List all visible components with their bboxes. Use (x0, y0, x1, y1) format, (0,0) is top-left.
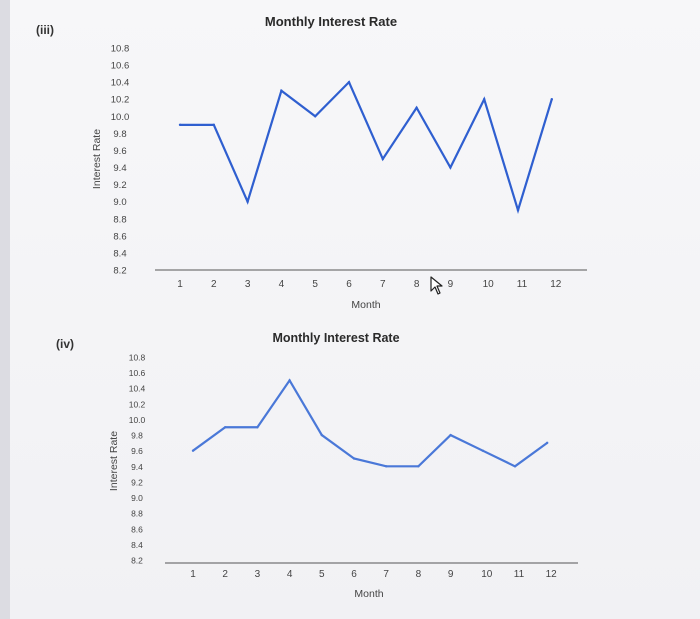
x-tick-label: 3 (245, 279, 251, 290)
data-point (288, 379, 291, 382)
y-tick-label: 9.4 (113, 163, 126, 174)
y-tick-label: 9.2 (131, 477, 143, 487)
x-tick-label: 6 (351, 569, 357, 580)
x-tick-label: 9 (448, 279, 454, 290)
chart-title: Monthly Interest Rate (265, 14, 397, 29)
data-point (212, 123, 215, 127)
x-tick-label: 12 (550, 279, 562, 290)
x-tick-label: 7 (383, 569, 389, 580)
data-point (513, 465, 517, 468)
y-tick-label: 8.6 (131, 524, 143, 534)
data-point (449, 433, 452, 437)
y-tick-label: 9.0 (113, 197, 126, 208)
y-tick-label: 8.8 (131, 509, 143, 519)
left-strip (0, 0, 10, 619)
y-tick-label: 10.2 (111, 95, 130, 106)
y-tick-label: 8.2 (131, 556, 143, 566)
x-tick-label: 3 (255, 569, 261, 580)
y-tick-label: 9.8 (113, 129, 126, 140)
x-tick-label: 8 (414, 279, 420, 290)
data-point (417, 465, 420, 468)
x-tick-label: 2 (222, 569, 228, 580)
x-tick-label: 2 (211, 279, 217, 290)
data-point (550, 98, 553, 101)
x-axis-label: Month (354, 588, 383, 600)
panel-label-iv: (iv) (56, 337, 74, 351)
x-tick-label: 11 (517, 279, 528, 290)
y-tick-label: 9.8 (131, 431, 143, 441)
data-point (415, 106, 418, 109)
y-tick-label: 10.4 (129, 384, 146, 394)
data-point (280, 89, 283, 92)
chart-iii: Monthly Interest Rate 10.8 10.6 10.4 10.2 10.… (91, 14, 587, 310)
series-line (180, 80, 553, 215)
data-point (381, 157, 384, 161)
x-tick-label: 4 (279, 279, 285, 290)
data-point (385, 465, 388, 468)
x-tick-label: 10 (481, 569, 493, 580)
x-tick-label: 1 (177, 279, 183, 290)
x-tick-label: 4 (287, 569, 293, 580)
x-tick-label: 7 (380, 279, 386, 290)
data-point (347, 80, 351, 84)
mouse-cursor-icon (430, 276, 443, 295)
panel-label-iii: (iii) (36, 23, 54, 37)
y-tick-label: 9.0 (131, 493, 143, 503)
chart-title: Monthly Interest Rate (272, 331, 399, 345)
x-tick-label: 1 (190, 569, 196, 580)
y-axis-label: Interest Rate (108, 431, 120, 491)
y-tick-label: 8.2 (113, 266, 126, 277)
data-point (178, 123, 182, 127)
data-point (483, 98, 486, 101)
x-tick-label: 10 (483, 279, 495, 290)
x-tick-label: 5 (312, 279, 318, 290)
data-point (314, 115, 317, 118)
y-tick-label: 10.2 (129, 399, 146, 409)
y-tick-label: 10.0 (111, 112, 130, 123)
data-point (256, 426, 259, 429)
y-tick-label: 8.4 (131, 540, 143, 550)
data-point (246, 200, 249, 203)
x-tick-label: 12 (546, 569, 558, 580)
data-point (546, 441, 549, 445)
x-tick-label: 6 (346, 279, 352, 290)
y-tick-label: 10.8 (111, 44, 130, 55)
y-tick-label: 8.6 (113, 231, 126, 242)
data-point (352, 457, 356, 460)
y-tick-label: 9.4 (131, 462, 143, 472)
y-tick-label: 10.8 (129, 353, 146, 363)
series-line (192, 378, 548, 468)
data-point (481, 449, 484, 452)
y-tick-label: 8.8 (113, 214, 126, 225)
data-point (449, 166, 452, 169)
y-tick-label: 10.6 (129, 368, 146, 378)
y-tick-label: 10.6 (111, 61, 130, 72)
data-point (516, 209, 520, 212)
y-tick-label: 8.4 (113, 248, 126, 259)
y-tick-label: 9.6 (131, 446, 143, 456)
y-tick-label: 9.2 (113, 180, 126, 191)
x-tick-label: 5 (319, 569, 325, 580)
data-point (224, 426, 227, 429)
data-point (191, 449, 195, 452)
x-axis-label: Month (351, 299, 380, 310)
x-tick-label: 9 (448, 569, 454, 580)
chart-iv: Monthly Interest Rate 10.8 10.6 10.4 10.2 10.… (108, 331, 578, 600)
x-tick-label: 8 (416, 569, 422, 580)
y-tick-label: 10.4 (111, 78, 130, 89)
x-tick-label: 11 (514, 569, 525, 580)
y-axis-label: Interest Rate (91, 129, 103, 189)
y-tick-label: 9.6 (113, 146, 126, 157)
data-point (320, 433, 323, 437)
y-tick-label: 10.0 (129, 415, 146, 425)
